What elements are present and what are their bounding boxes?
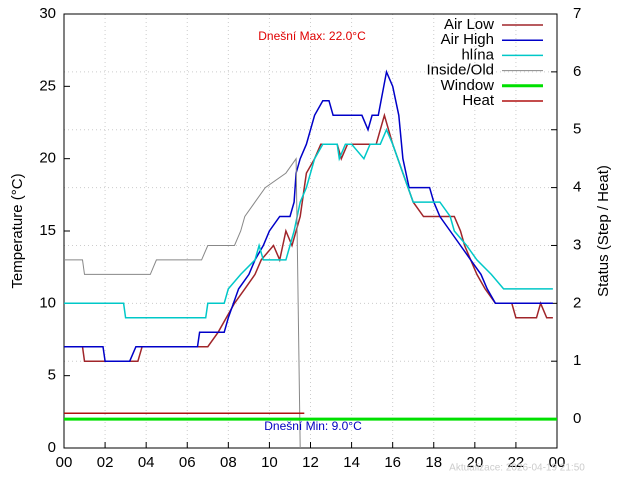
annotation: Aktualizace: 2026-04-19 21:50 [449, 463, 585, 474]
y2-tick-label: 1 [573, 352, 581, 369]
y2-tick-label: 0 [573, 410, 581, 427]
y2-axis-label: Status (Step / Heat) [595, 165, 612, 297]
legend-label: Inside/Old [426, 62, 494, 79]
legend-label: Heat [462, 92, 495, 109]
y-tick-label: 0 [48, 439, 56, 456]
y2-tick-label: 7 [573, 5, 581, 22]
x-tick-label: 00 [549, 454, 566, 471]
y-tick-label: 15 [39, 222, 56, 239]
y-axis-label: Temperature (°C) [9, 173, 26, 288]
series-line [64, 112, 553, 362]
x-tick-label: 06 [179, 454, 196, 471]
x-tick-label: 22 [508, 454, 525, 471]
x-tick-label: 18 [425, 454, 442, 471]
x-tick-label: 02 [97, 454, 114, 471]
x-tick-label: 10 [261, 454, 278, 471]
x-tick-label: 00 [56, 454, 73, 471]
series-line [64, 69, 553, 362]
x-tick-label: 08 [220, 454, 237, 471]
series-line [64, 157, 301, 449]
x-tick-label: 04 [138, 454, 155, 471]
y2-tick-label: 6 [573, 63, 581, 80]
legend-label: Air Low [444, 16, 494, 33]
series-line [64, 127, 553, 319]
y-tick-label: 20 [39, 150, 56, 167]
y2-tick-label: 5 [573, 121, 581, 138]
x-tick-label: 16 [384, 454, 401, 471]
x-tick-label: 12 [302, 454, 319, 471]
annotation: Dnešní Min: 9.0°C [264, 419, 362, 433]
annotation: Dnešní Max: 22.0°C [258, 29, 366, 43]
y-tick-label: 10 [39, 294, 56, 311]
legend-label: Air High [441, 31, 494, 48]
y-tick-label: 25 [39, 77, 56, 94]
legend-label: Window [441, 77, 495, 94]
x-tick-label: 14 [343, 454, 360, 471]
y2-tick-label: 4 [573, 179, 581, 196]
y2-tick-label: 2 [573, 294, 581, 311]
y-tick-label: 30 [39, 5, 56, 22]
x-tick-label: 20 [466, 454, 483, 471]
y2-tick-label: 3 [573, 236, 581, 253]
y-tick-label: 5 [48, 367, 56, 384]
legend-label: hlína [461, 46, 494, 63]
